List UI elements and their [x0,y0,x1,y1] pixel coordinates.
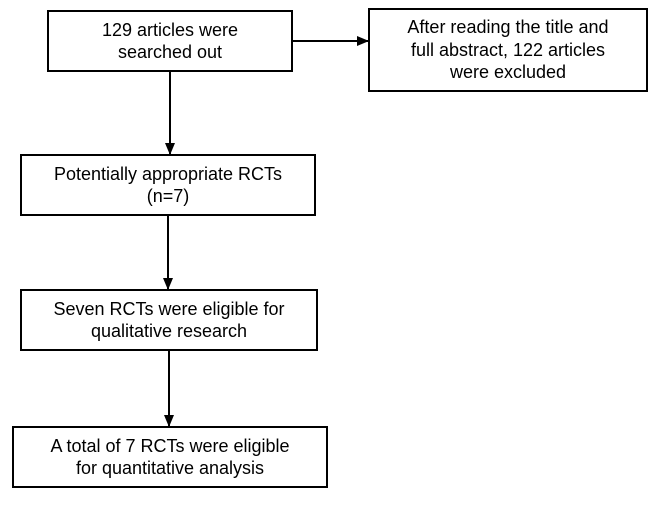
flow-node-label: Potentially appropriate RCTs (n=7) [54,163,282,208]
flow-node-searched: 129 articles were searched out [47,10,293,72]
flow-node-qualitative: Seven RCTs were eligible for qualitative… [20,289,318,351]
flow-node-label: 129 articles were searched out [102,19,238,64]
flow-node-potential: Potentially appropriate RCTs (n=7) [20,154,316,216]
flow-node-label: After reading the title and full abstrac… [407,16,608,84]
flow-node-excluded: After reading the title and full abstrac… [368,8,648,92]
flow-node-label: A total of 7 RCTs were eligible for quan… [50,435,289,480]
flow-node-quantitative: A total of 7 RCTs were eligible for quan… [12,426,328,488]
flow-node-label: Seven RCTs were eligible for qualitative… [53,298,284,343]
